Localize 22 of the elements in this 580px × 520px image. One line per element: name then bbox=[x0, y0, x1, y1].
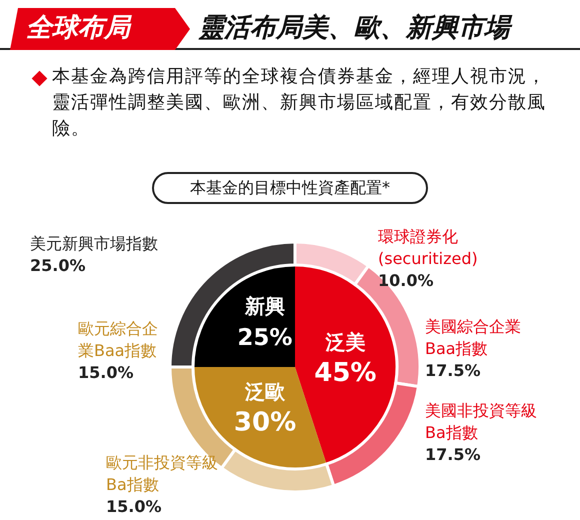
data-label: 17.5% bbox=[425, 444, 482, 466]
slice-label: 泛美 bbox=[324, 330, 366, 354]
data-label: 17.5% bbox=[425, 360, 482, 382]
slice-label: 歐元非投資等級Ba指數 bbox=[106, 452, 219, 496]
slice-label: 歐元綜合企業Baa指數 bbox=[78, 318, 159, 362]
slice-label: 美國綜合企業Baa指數 bbox=[425, 316, 522, 360]
chart-title: 全球布局 bbox=[26, 12, 130, 45]
data-label: 10.0% bbox=[378, 270, 435, 292]
slice-label: 美國非投資等級Ba指數 bbox=[425, 400, 538, 444]
data-label: 25% bbox=[237, 324, 292, 351]
data-label: 15.0% bbox=[106, 496, 163, 518]
data-label: 15.0% bbox=[78, 362, 135, 384]
text: 本基金為跨信用評等的全球複合債券基金，經理人視市況，靈活彈性調整美國、歐洲、新興市場區域配置，有效分散風險。 bbox=[52, 65, 547, 141]
data-label: 25.0% bbox=[30, 255, 87, 277]
slice-label: 美元新興市場指數 bbox=[30, 233, 159, 255]
data-label: 45% bbox=[314, 358, 376, 388]
slice-label: 泛歐 bbox=[244, 379, 286, 404]
slice-label: 環球證券化(securitized) bbox=[378, 226, 479, 270]
slice-label: 新興 bbox=[244, 294, 285, 318]
data-label: 30% bbox=[234, 407, 296, 438]
text: 本基金的目標中性資產配置* bbox=[152, 172, 428, 204]
chart-subtitle: 靈活布局美、歐、新興市場 bbox=[198, 12, 510, 45]
